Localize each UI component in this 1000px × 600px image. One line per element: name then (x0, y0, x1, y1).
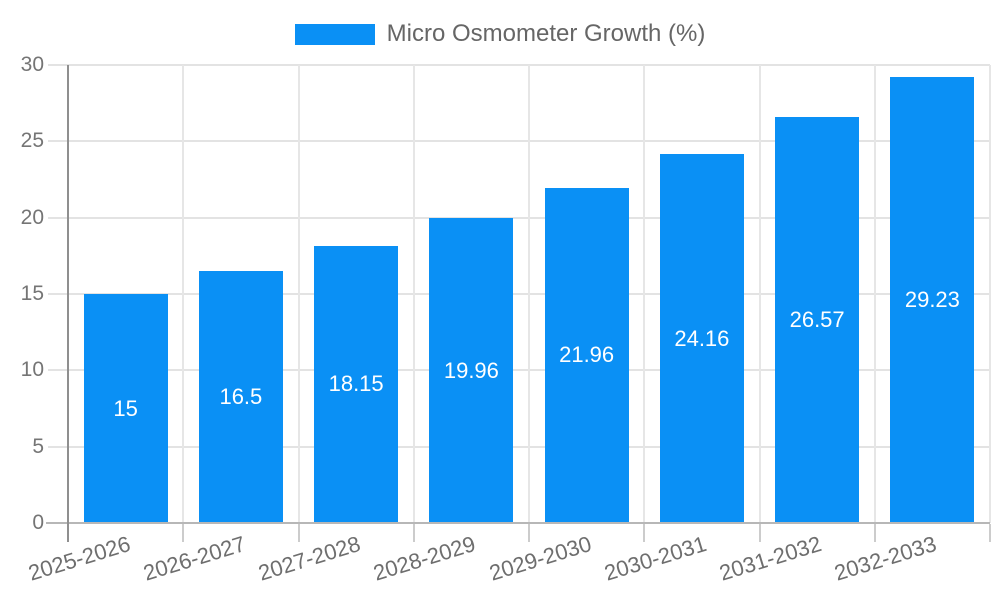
x-tick (182, 524, 185, 542)
y-axis-line (67, 65, 69, 542)
x-gridline (528, 65, 530, 523)
x-gridline (758, 65, 761, 523)
y-tick (48, 64, 68, 66)
bar-value-label: 18.15 (328, 371, 384, 397)
bar-value-label: 21.96 (559, 342, 615, 368)
x-gridline (412, 65, 415, 523)
chart-legend: Micro Osmometer Growth (%) (0, 20, 1000, 48)
bar: 21.96 (544, 187, 629, 523)
bar: 19.96 (429, 218, 514, 523)
y-tick (48, 445, 68, 448)
y-tick-label: 10 (20, 358, 44, 382)
x-tick (297, 524, 300, 542)
bar-value-label: 26.57 (789, 307, 845, 333)
bar-value-label: 16.5 (219, 384, 263, 410)
y-tick-label: 20 (20, 205, 44, 229)
bar: 16.5 (198, 271, 283, 523)
x-gridline (643, 65, 646, 523)
y-tick-label: 25 (20, 129, 44, 153)
x-tick (758, 524, 761, 542)
y-tick-label: 30 (20, 53, 44, 76)
x-tick (528, 524, 530, 542)
x-gridline (989, 65, 991, 523)
x-tick (873, 524, 876, 542)
bar-value-label: 29.23 (904, 286, 960, 312)
legend-swatch (294, 23, 375, 45)
y-tick (48, 369, 68, 372)
bar: 15 (83, 294, 168, 523)
plot-area: 15 16.5 18.15 19.96 21.96 24.16 26.57 29.23 (68, 64, 991, 523)
y-tick (48, 216, 68, 219)
y-tick-label: 15 (20, 282, 44, 305)
x-tick (412, 524, 415, 542)
x-tick (989, 524, 991, 542)
bar-value-label: 15 (113, 395, 138, 421)
x-tick (643, 524, 646, 542)
x-gridline (873, 65, 876, 523)
bar: 24.16 (659, 154, 744, 523)
legend-label: Micro Osmometer Growth (%) (386, 20, 706, 47)
x-gridline (297, 65, 300, 523)
bar-value-label: 24.16 (674, 325, 730, 351)
bar-value-label: 19.96 (443, 357, 499, 383)
x-axis-baseline (46, 522, 990, 524)
bar: 29.23 (890, 76, 975, 523)
bar: 26.57 (775, 117, 860, 523)
y-tick-label: 0 (32, 511, 44, 534)
y-tick (48, 293, 68, 295)
y-tick (48, 140, 68, 143)
x-gridline (182, 65, 185, 523)
y-tick-label: 5 (32, 434, 44, 458)
bar: 18.15 (314, 245, 399, 523)
